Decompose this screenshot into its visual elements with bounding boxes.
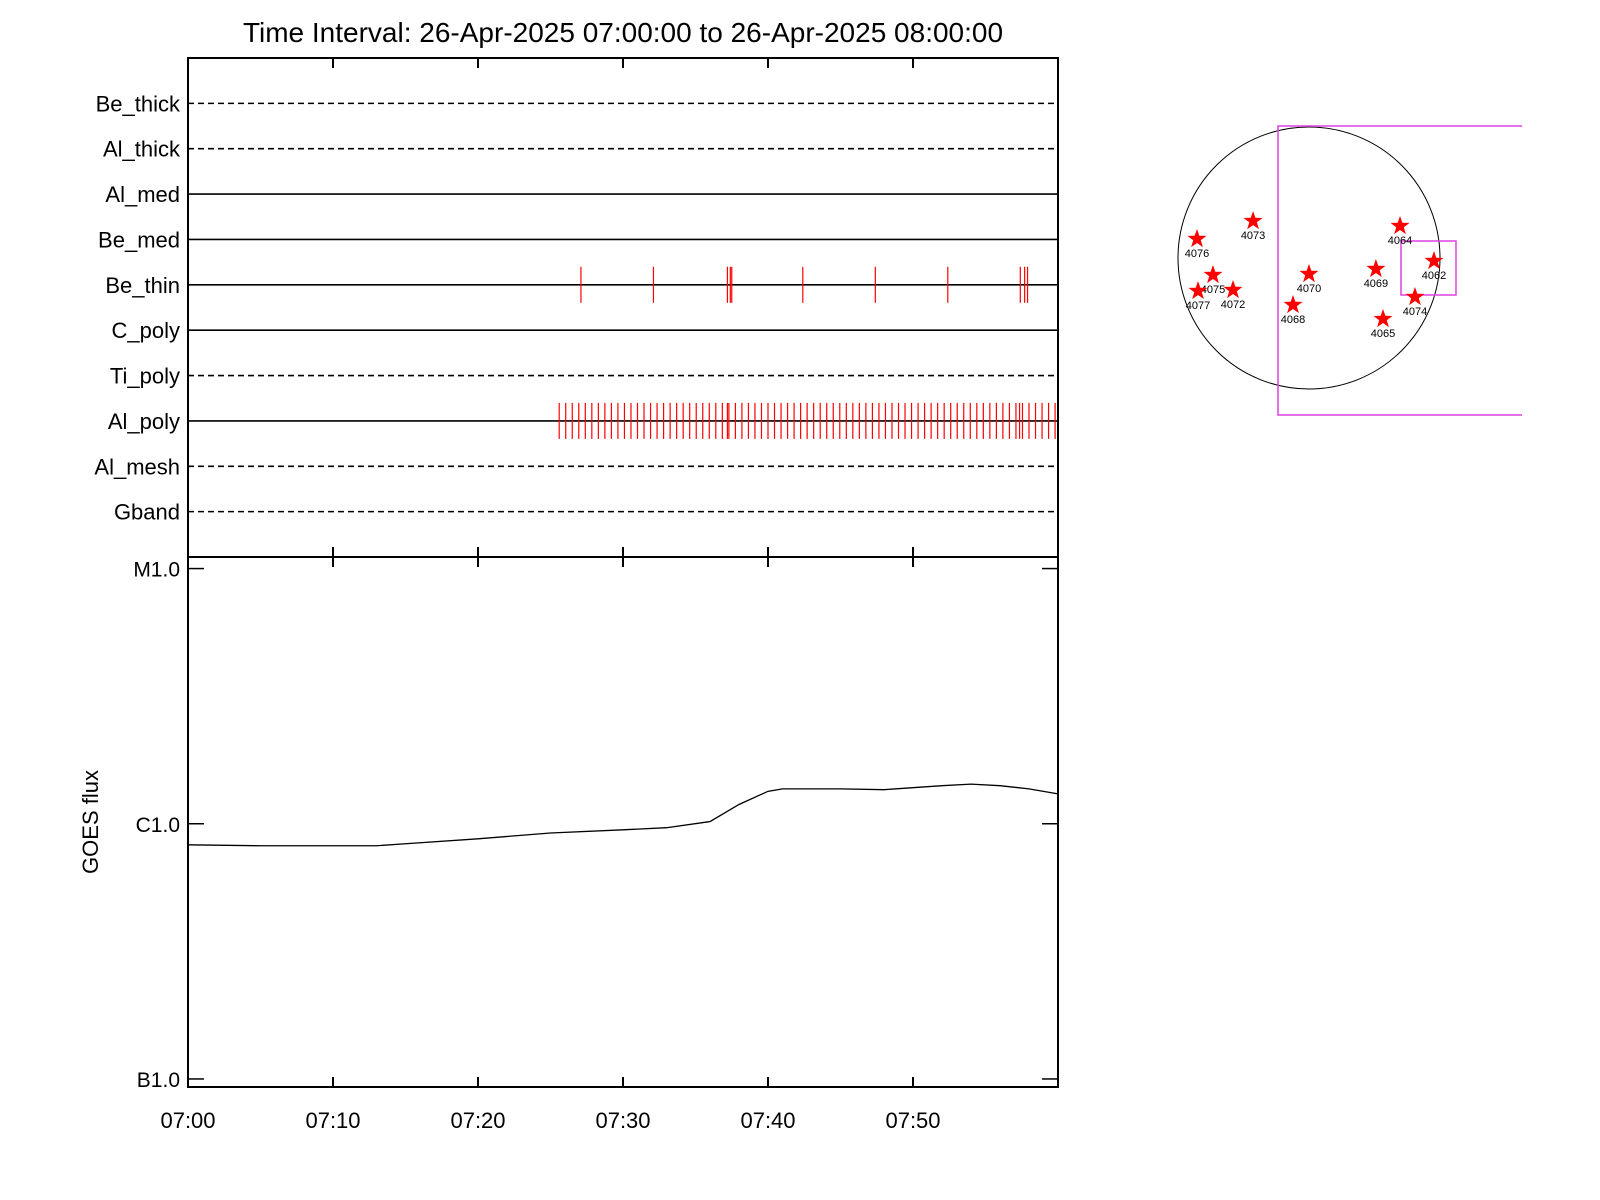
y-tick-label: B1.0 (137, 1069, 180, 1092)
goes-curve (187, 783, 1059, 847)
channel-label: Ti_poly (110, 364, 180, 389)
region-star (1366, 259, 1386, 278)
channel-label: Al_thick (103, 137, 181, 162)
channel-label: C_poly (112, 318, 180, 343)
region-label: 4073 (1241, 230, 1265, 242)
region-star (1299, 264, 1319, 283)
region-label: 4076 (1185, 248, 1209, 260)
region-star (1424, 251, 1444, 270)
region-star (1188, 281, 1208, 300)
fov-box-small (1400, 240, 1457, 296)
region-label: 4070 (1297, 283, 1321, 295)
region-label: 4065 (1371, 328, 1395, 340)
region-star (1223, 280, 1243, 299)
y-tick-label: M1.0 (133, 559, 180, 582)
chart-title: Time Interval: 26-Apr-2025 07:00:00 to 2… (243, 17, 1003, 48)
y-tick-label: C1.0 (136, 814, 180, 837)
x-tick-label: 07:50 (885, 1108, 940, 1133)
region-label: 4075 (1201, 284, 1225, 296)
region-label: 4062 (1422, 270, 1446, 282)
region-star (1187, 229, 1207, 248)
region-label: 4068 (1281, 314, 1305, 326)
region-label: 4072 (1221, 299, 1245, 311)
region-label: 4077 (1186, 300, 1210, 312)
region-star (1405, 287, 1425, 306)
region-label: 4069 (1364, 278, 1388, 290)
channel-label: Be_thick (96, 91, 181, 116)
region-star (1243, 211, 1263, 230)
channel-label: Al_poly (108, 409, 180, 434)
top-panel-frame (187, 57, 1059, 558)
x-tick-label: 07:00 (160, 1108, 215, 1133)
region-star (1373, 309, 1393, 328)
region-label: 4064 (1388, 235, 1412, 247)
x-tick-label: 07:20 (450, 1108, 505, 1133)
region-label: 4074 (1403, 306, 1427, 318)
fov-box (1277, 125, 1522, 416)
channel-label: Al_med (105, 182, 180, 207)
x-tick-label: 07:30 (595, 1108, 650, 1133)
region-star (1283, 295, 1303, 314)
bottom-panel-frame (187, 556, 1059, 1088)
channel-label: Al_mesh (94, 454, 180, 479)
region-star (1203, 265, 1223, 284)
x-tick-label: 07:40 (740, 1108, 795, 1133)
region-star (1390, 216, 1410, 235)
x-tick-label: 07:10 (305, 1108, 360, 1133)
channel-label: Gband (114, 500, 180, 525)
channel-label: Be_thin (105, 273, 180, 298)
y-axis-label: GOES flux (78, 770, 103, 874)
channel-label: Be_med (98, 227, 180, 252)
